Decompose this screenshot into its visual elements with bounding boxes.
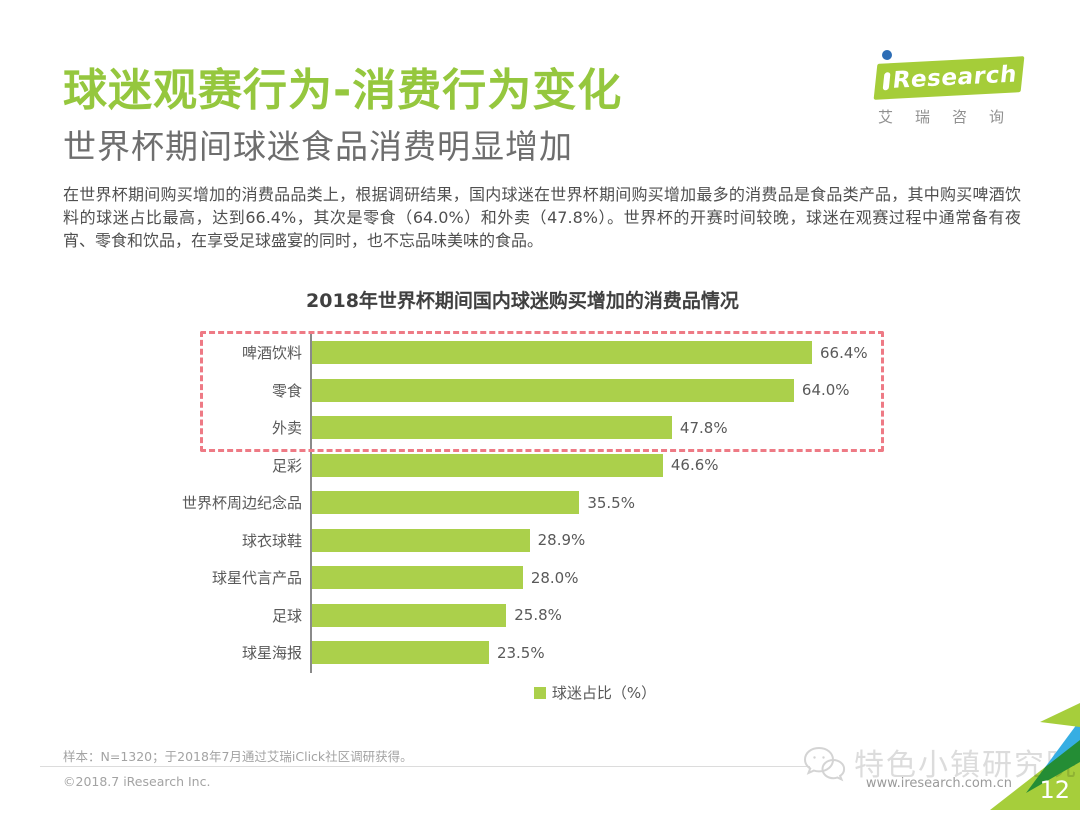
logo-wordmark: Research	[891, 61, 1019, 94]
chart-bar	[312, 378, 794, 402]
logo-letter-i-stem	[882, 72, 891, 91]
corner-decoration	[960, 680, 1080, 810]
chart-row: 球星海报 23.5%	[165, 634, 925, 672]
chart-bar	[312, 566, 523, 590]
chart-bar	[312, 528, 530, 552]
page-number: 12	[1039, 776, 1070, 804]
chart-row: 啤酒饮料 66.4%	[165, 334, 925, 372]
legend-swatch	[533, 686, 546, 699]
chart-category-label: 零食	[271, 381, 302, 400]
corner-green-triangle	[990, 740, 1080, 810]
footer-divider	[40, 766, 810, 767]
chart-bar	[312, 641, 489, 665]
chart-category-label: 球星代言产品	[211, 569, 302, 588]
chart-legend: 球迷占比（%）	[310, 682, 880, 703]
logo-green-parallelogram: Research	[873, 56, 1025, 100]
chart-row: 球星代言产品 28.0%	[165, 559, 925, 597]
chart-bar	[312, 453, 663, 477]
chart-value-label: 66.4%	[819, 343, 868, 362]
chart-category-label: 球星海报	[241, 644, 302, 663]
chart-value-label: 47.8%	[679, 418, 728, 437]
chart-category-label: 球衣球鞋	[241, 531, 302, 550]
chart-value-label: 46.6%	[670, 456, 719, 475]
chart-category-label: 外卖	[271, 419, 302, 438]
chart-bar	[312, 491, 580, 515]
chart-category-label: 足球	[271, 606, 302, 625]
chart-title: 2018年世界杯期间国内球迷购买增加的消费品情况	[306, 290, 739, 312]
chart-row: 零食 64.0%	[165, 372, 925, 410]
corner-green-wedge	[1040, 703, 1080, 727]
page-subtitle: 世界杯期间球迷食品消费明显增加	[63, 127, 573, 166]
bar-chart: 啤酒饮料 66.4% 零食 64.0% 外卖 47.8% 足彩 46.6% 世界…	[165, 334, 925, 672]
chart-category-label: 啤酒饮料	[241, 344, 302, 363]
legend-label: 球迷占比（%）	[551, 684, 657, 702]
logo-chinese-name: 艾瑞咨询	[878, 108, 1027, 126]
copyright-text: ©2018.7 iResearch Inc.	[63, 774, 211, 789]
chart-bar	[312, 341, 812, 365]
chart-row: 球衣球鞋 28.9%	[165, 522, 925, 560]
website-url: www.iresearch.com.cn	[865, 776, 1012, 791]
chart-row: 足彩 46.6%	[165, 447, 925, 485]
summary-paragraph: 在世界杯期间购买增加的消费品品类上，根据调研结果，国内球迷在世界杯期间购买增加最…	[63, 185, 1021, 250]
chart-value-label: 64.0%	[801, 381, 850, 400]
wechat-icon	[798, 738, 850, 794]
chart-value-label: 23.5%	[496, 643, 545, 662]
chart-value-label: 28.9%	[537, 531, 586, 550]
iresearch-logo: Research 艾瑞咨询	[862, 50, 1027, 130]
chart-category-label: 世界杯周边纪念品	[181, 494, 302, 513]
chart-value-label: 25.8%	[514, 606, 562, 625]
chart-y-axis-line	[310, 333, 312, 673]
chart-row: 外卖 47.8%	[165, 409, 925, 447]
page-title: 球迷观赛行为-消费行为变化	[63, 65, 623, 116]
chart-bar	[312, 416, 672, 440]
chart-value-label: 35.5%	[587, 493, 635, 512]
logo-letter-i-dot	[882, 50, 892, 60]
chart-row: 足球 25.8%	[165, 597, 925, 635]
chart-category-label: 足彩	[271, 456, 302, 475]
chart-row: 世界杯周边纪念品 35.5%	[165, 484, 925, 522]
chart-value-label: 28.0%	[530, 568, 579, 587]
chart-bar	[312, 603, 507, 627]
sample-note: 样本：N=1320；于2018年7月通过艾瑞iClick社区调研获得。	[63, 749, 413, 764]
